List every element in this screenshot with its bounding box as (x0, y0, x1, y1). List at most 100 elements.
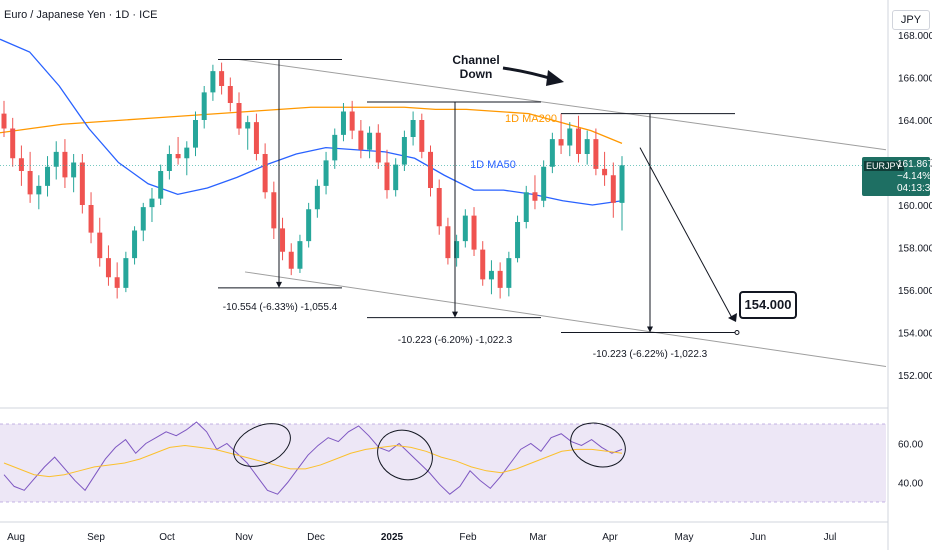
rsi-highlight-ellipse (570, 422, 626, 468)
candle-body (454, 241, 460, 259)
candle-body (175, 154, 181, 159)
rsi-line (3, 421, 623, 495)
candle-body (358, 130, 364, 150)
projection-arrow (639, 147, 734, 320)
candle-body (71, 162, 77, 178)
candle-body (184, 147, 190, 159)
currency-button[interactable]: JPY (892, 10, 930, 30)
time-tick-label: Jul (824, 532, 837, 543)
channel-down-arrowhead (546, 70, 564, 86)
candle-body (480, 249, 486, 280)
candle-body (132, 230, 138, 259)
candle-body (201, 92, 207, 120)
measure-2-label: -10.223 (-6.20%) -1,022.3 (398, 335, 513, 346)
candle-body (593, 139, 599, 169)
ma200-line (0, 106, 623, 144)
time-tick-label: Aug (7, 532, 25, 543)
candle-body (471, 215, 477, 250)
time-tick-label: Nov (235, 532, 253, 543)
candle-body (288, 251, 294, 269)
candle-body (497, 270, 503, 288)
candle-body (375, 132, 381, 163)
candle-body (114, 277, 120, 288)
candle-body (262, 154, 268, 193)
price-tick-label: 152.000 (898, 371, 932, 382)
channel-down-label-1: Channel (452, 53, 499, 67)
candle-body (436, 188, 442, 227)
candle-body (602, 168, 608, 176)
candle-body (79, 162, 85, 205)
candle-body (428, 151, 434, 188)
candle-body (210, 71, 216, 93)
time-tick-label: May (675, 532, 694, 543)
ma200-label: 1D MA200 (505, 113, 557, 125)
price-tick-label: 160.000 (898, 201, 932, 212)
rsi-highlight-ellipse (377, 429, 433, 481)
channel-down-label-2: Down (460, 67, 493, 81)
time-tick-label: 2025 (381, 532, 404, 543)
candle-body (245, 122, 251, 129)
price-tick-label: 154.000 (898, 329, 932, 340)
rsi-tick-label: 40.00 (898, 479, 923, 490)
time-tick-label: Mar (529, 532, 547, 543)
time-tick-label: Sep (87, 532, 105, 543)
price-tag-symbol: EURJPY (864, 161, 904, 171)
candle-body (584, 139, 590, 154)
candle-body (314, 185, 320, 210)
candle-body (488, 270, 494, 280)
candle-body (462, 215, 468, 242)
candle-body (140, 207, 146, 231)
candle-body (219, 71, 225, 86)
candle-body (340, 111, 346, 135)
candle-body (88, 205, 94, 233)
channel-upper-line (237, 58, 887, 151)
candle-body (610, 175, 616, 203)
candle-body (18, 158, 24, 171)
rsi-ma-line (3, 444, 623, 478)
price-tick-label: 156.000 (898, 286, 932, 297)
chart-title: Euro / Japanese Yen · 1D · ICE (4, 9, 158, 21)
candle-body (62, 151, 68, 178)
candle-body (410, 120, 416, 137)
candle-body (306, 209, 312, 242)
candle-body (53, 151, 59, 167)
candle-body (227, 86, 233, 103)
candle-body (236, 103, 242, 129)
candle-body (558, 139, 564, 146)
measure-3-label: -10.223 (-6.22%) -1,022.3 (593, 349, 708, 360)
candle-body (332, 134, 338, 161)
candle-body (149, 198, 155, 208)
ma50-label: 1D MA50 (470, 159, 516, 171)
measure-2-arrowhead (452, 311, 458, 318)
candle-body (27, 171, 33, 195)
price-tag: EURJPY 161.867 −4.14% 04:13:35 (862, 157, 932, 196)
candle-body (10, 128, 16, 159)
candle-body (619, 165, 625, 203)
candle-body (419, 120, 425, 152)
candle-body (97, 232, 103, 259)
price-tag-last: 161.867 (897, 159, 932, 170)
rsi-band (0, 424, 886, 502)
candle-body (367, 132, 373, 150)
time-tick-label: Apr (602, 532, 618, 543)
time-tick-label: Dec (307, 532, 325, 543)
candle-body (271, 192, 277, 229)
candle-body (549, 139, 555, 167)
projection-arrowhead (728, 313, 737, 322)
price-tag-timer: 04:13:35 (897, 183, 932, 194)
candle-body (123, 258, 129, 288)
candle-body (297, 241, 303, 269)
time-tick-label: Oct (159, 532, 175, 543)
price-tick-label: 168.000 (898, 31, 932, 42)
candle-body (105, 258, 111, 278)
candle-body (45, 166, 51, 186)
candle-body (532, 192, 538, 201)
candle-body (401, 137, 407, 165)
candle-body (192, 120, 198, 148)
candle-body (349, 111, 355, 131)
candle-body (158, 171, 164, 199)
candle-body (36, 185, 42, 195)
rsi-tick-label: 60.00 (898, 440, 923, 451)
candle-body (541, 166, 547, 201)
